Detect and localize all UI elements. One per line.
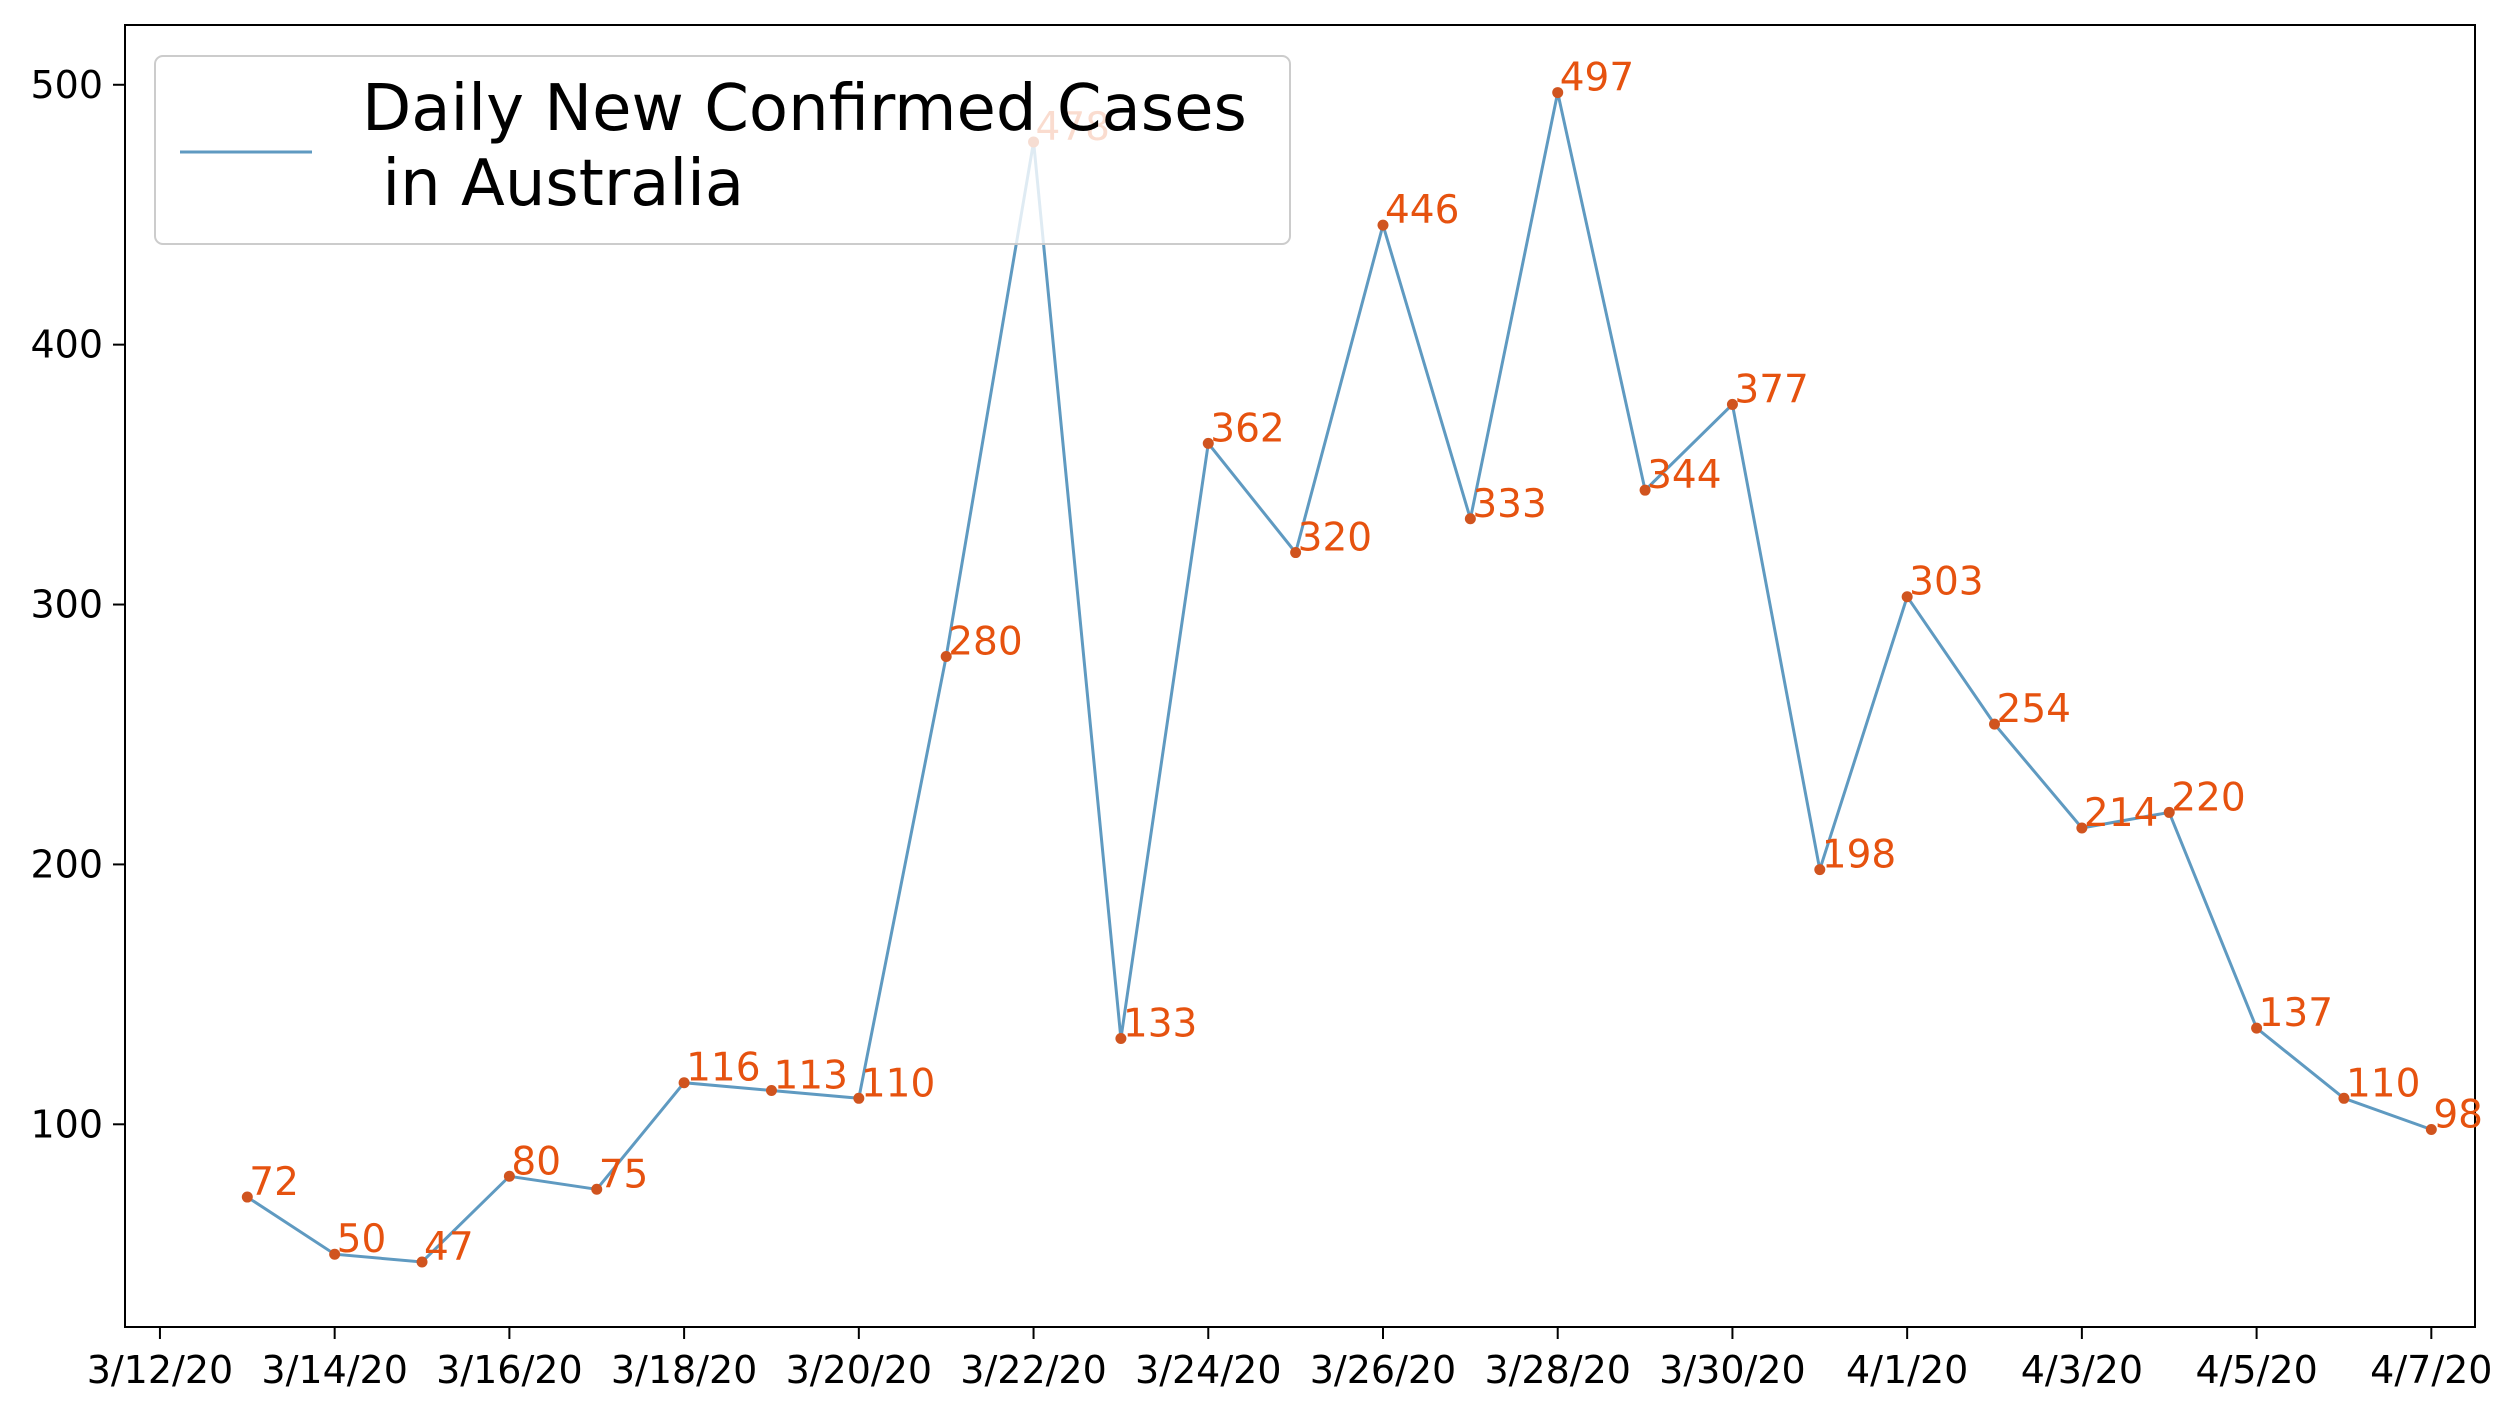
data-label: 133 [1123, 1002, 1197, 1047]
legend-label-line-1: Daily New Confirmed Cases [362, 72, 1247, 146]
x-tick-label: 3/22/20 [960, 1348, 1107, 1392]
data-label: 113 [773, 1054, 847, 1099]
legend-label-line-2: in Australia [362, 147, 744, 221]
x-tick-label: 3/14/20 [261, 1348, 408, 1392]
x-tick-label: 4/5/20 [2195, 1348, 2317, 1392]
data-point [1115, 1033, 1127, 1045]
data-label: 98 [2433, 1092, 2483, 1137]
data-point [2076, 822, 2088, 834]
data-label: 446 [1385, 188, 1459, 233]
data-label: 80 [511, 1139, 561, 1184]
legend-box [154, 55, 1291, 245]
x-tick-label: 3/24/20 [1135, 1348, 1282, 1392]
x-tick-label: 4/3/20 [2021, 1348, 2143, 1392]
x-tick-label: 3/28/20 [1484, 1348, 1631, 1392]
data-point [416, 1256, 428, 1268]
data-point [241, 1191, 253, 1203]
x-tick-label: 4/7/20 [2370, 1348, 2492, 1392]
data-label: 280 [948, 620, 1022, 665]
data-label: 333 [1472, 482, 1546, 527]
data-point [503, 1170, 515, 1182]
data-label: 72 [249, 1160, 299, 1205]
data-label: 344 [1647, 453, 1721, 498]
data-label: 497 [1560, 56, 1634, 101]
y-tick-label: 500 [30, 63, 103, 107]
data-label: 110 [2346, 1061, 2420, 1106]
data-label: 214 [2084, 791, 2158, 836]
data-label: 75 [599, 1152, 649, 1197]
data-point [940, 651, 952, 663]
legend: Daily New Confirmed Cases in Australia [154, 55, 1291, 245]
data-label: 50 [337, 1217, 387, 1262]
y-tick-label: 200 [30, 842, 103, 886]
data-point [1901, 591, 1913, 603]
data-point [329, 1248, 341, 1260]
data-label: 303 [1909, 560, 1983, 605]
data-point [765, 1085, 777, 1097]
data-point [1377, 219, 1389, 231]
y-tick-label: 300 [30, 583, 103, 627]
x-tick-label: 3/16/20 [436, 1348, 583, 1392]
data-label: 220 [2171, 775, 2245, 820]
x-tick-label: 4/1/20 [1846, 1348, 1968, 1392]
data-label: 254 [1997, 687, 2071, 732]
data-label: 377 [1734, 367, 1808, 412]
y-tick-label: 100 [30, 1102, 103, 1146]
y-axis: 100 200 300 400 500 [30, 63, 125, 1146]
data-points [241, 87, 2437, 1268]
x-tick-label: 3/26/20 [1310, 1348, 1457, 1392]
series-line [246, 92, 2432, 1264]
data-label: 110 [861, 1061, 935, 1106]
data-label: 47 [424, 1225, 474, 1270]
x-axis: 3/12/20 3/14/20 3/16/20 3/18/20 3/20/20 3/22/… [87, 1327, 2492, 1392]
data-label: 320 [1298, 516, 1372, 561]
data-point [1639, 484, 1651, 496]
data-point [1552, 87, 1564, 99]
data-point [1726, 398, 1738, 410]
data-label: 137 [2259, 991, 2333, 1036]
data-point [2338, 1092, 2350, 1104]
data-point [1464, 513, 1476, 525]
data-point [1989, 718, 2001, 730]
data-point [853, 1092, 865, 1104]
data-labels: 7250478075116113110280478133362320446333… [249, 56, 2483, 1270]
data-point [591, 1183, 603, 1195]
data-point [2425, 1123, 2437, 1135]
data-point [678, 1077, 690, 1089]
x-tick-label: 3/20/20 [786, 1348, 933, 1392]
data-point [1202, 437, 1214, 449]
data-label: 116 [686, 1046, 760, 1091]
x-tick-label: 3/18/20 [611, 1348, 758, 1392]
data-point [1814, 864, 1826, 876]
x-tick-label: 3/30/20 [1659, 1348, 1806, 1392]
data-label: 198 [1822, 833, 1896, 878]
data-point [2251, 1022, 2263, 1034]
y-tick-label: 400 [30, 323, 103, 367]
x-tick-label: 3/12/20 [87, 1348, 234, 1392]
data-point [1290, 547, 1302, 559]
data-label: 362 [1210, 406, 1284, 451]
data-point [2163, 806, 2175, 818]
